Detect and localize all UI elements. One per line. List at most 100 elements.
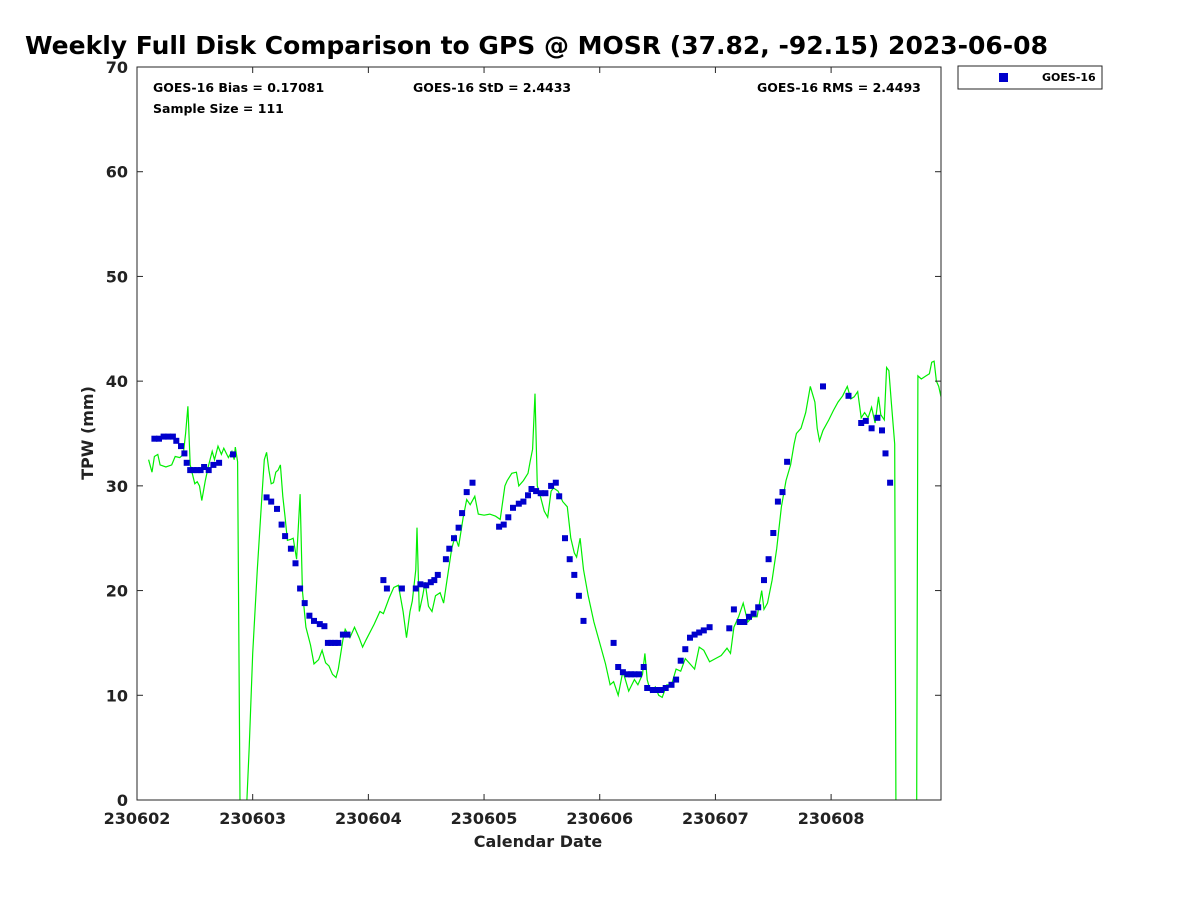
goes-point <box>442 556 449 563</box>
goes-point <box>173 437 180 444</box>
goes-point <box>691 631 698 638</box>
goes-point <box>423 582 430 589</box>
goes-point <box>328 639 335 646</box>
goes-point <box>624 671 631 678</box>
goes-point <box>274 505 280 512</box>
x-tick-label: 230604 <box>335 809 402 828</box>
x-axis-label: Calendar Date <box>474 832 603 851</box>
goes-point <box>636 671 643 678</box>
goes-point <box>575 592 582 599</box>
goes-point <box>628 671 634 678</box>
y-tick-label: 70 <box>106 58 128 77</box>
goes-point <box>331 639 338 646</box>
goes-point <box>151 435 158 442</box>
y-tick-label: 40 <box>106 372 128 391</box>
goes-point <box>520 498 527 505</box>
goes-point <box>741 619 748 625</box>
goes-point <box>746 613 752 620</box>
goes-point <box>197 467 204 474</box>
goes-point <box>324 639 331 646</box>
chart-title: Weekly Full Disk Comparison to GPS @ MOS… <box>25 31 1048 60</box>
goes-series <box>151 383 894 693</box>
goes-point <box>398 585 405 592</box>
goes-point <box>784 458 791 465</box>
goes-point <box>210 461 217 468</box>
goes-point <box>187 467 194 474</box>
goes-point <box>706 624 713 631</box>
goes-point <box>190 467 197 474</box>
sample-size-annotation: Sample Size = 111 <box>153 101 284 116</box>
goes-point <box>649 687 656 693</box>
goes-point <box>301 600 308 607</box>
goes-point <box>610 639 617 646</box>
goes-point <box>380 577 387 584</box>
goes-point <box>552 479 559 486</box>
goes-point <box>548 482 555 489</box>
goes-point <box>434 571 441 578</box>
y-tick-label: 60 <box>106 163 128 182</box>
goes-point <box>525 492 531 499</box>
goes-point <box>201 464 208 470</box>
goes-point <box>571 571 578 578</box>
goes-point <box>183 459 190 466</box>
goes-point <box>469 479 476 486</box>
y-tick-label: 0 <box>117 791 128 810</box>
goes-point <box>820 383 826 390</box>
goes-point <box>879 427 885 434</box>
goes-point <box>463 489 470 496</box>
goes-point <box>344 631 351 638</box>
goes-point <box>858 420 865 426</box>
goes-point <box>887 479 894 486</box>
goes-point <box>673 676 680 683</box>
goes-point <box>505 514 512 521</box>
plot-frame <box>136 66 942 801</box>
goes-point <box>417 581 424 588</box>
goes-point <box>383 585 390 592</box>
goes-point <box>178 443 184 450</box>
goes-point <box>765 556 772 563</box>
goes-point <box>282 533 289 540</box>
goes-point <box>755 604 762 611</box>
gps-line <box>148 360 941 800</box>
goes-point <box>687 634 693 641</box>
goes-point <box>779 489 786 496</box>
goes-point <box>882 450 889 457</box>
goes-point <box>321 623 328 630</box>
goes-point <box>542 490 549 497</box>
goes-point <box>165 433 172 440</box>
goes-point <box>696 629 703 636</box>
goes-point <box>644 685 651 691</box>
goes-point <box>533 488 540 495</box>
bias-annotation: GOES-16 Bias = 0.17081 <box>153 80 324 95</box>
std-annotation: GOES-16 StD = 2.4433 <box>413 80 571 95</box>
goes-point <box>566 556 573 563</box>
x-tick-label: 230606 <box>566 809 633 828</box>
goes-point <box>640 664 647 670</box>
rms-annotation: GOES-16 RMS = 2.4493 <box>757 80 921 95</box>
goes-point <box>874 414 881 421</box>
goes-point <box>730 606 737 613</box>
x-tick-label: 230608 <box>798 809 865 828</box>
goes-point <box>311 617 317 624</box>
goes-point <box>278 521 285 528</box>
goes-point <box>631 671 638 678</box>
goes-point <box>580 617 587 624</box>
goes-point <box>496 523 503 530</box>
goes-point <box>339 631 346 638</box>
goes-point <box>862 417 869 424</box>
goes-point <box>412 585 419 592</box>
goes-point <box>297 585 304 592</box>
x-tick-label: 230605 <box>451 809 518 828</box>
goes-point <box>263 494 270 501</box>
goes-point <box>556 493 563 500</box>
goes-point <box>700 627 707 634</box>
legend: GOES-16 <box>957 65 1103 90</box>
goes-point <box>459 510 466 517</box>
goes-point <box>662 685 669 691</box>
goes-point <box>181 450 188 457</box>
x-tick-label: 230603 <box>219 809 286 828</box>
goes-point <box>868 425 875 432</box>
y-tick-label: 10 <box>106 686 128 705</box>
goes-point <box>446 545 453 552</box>
